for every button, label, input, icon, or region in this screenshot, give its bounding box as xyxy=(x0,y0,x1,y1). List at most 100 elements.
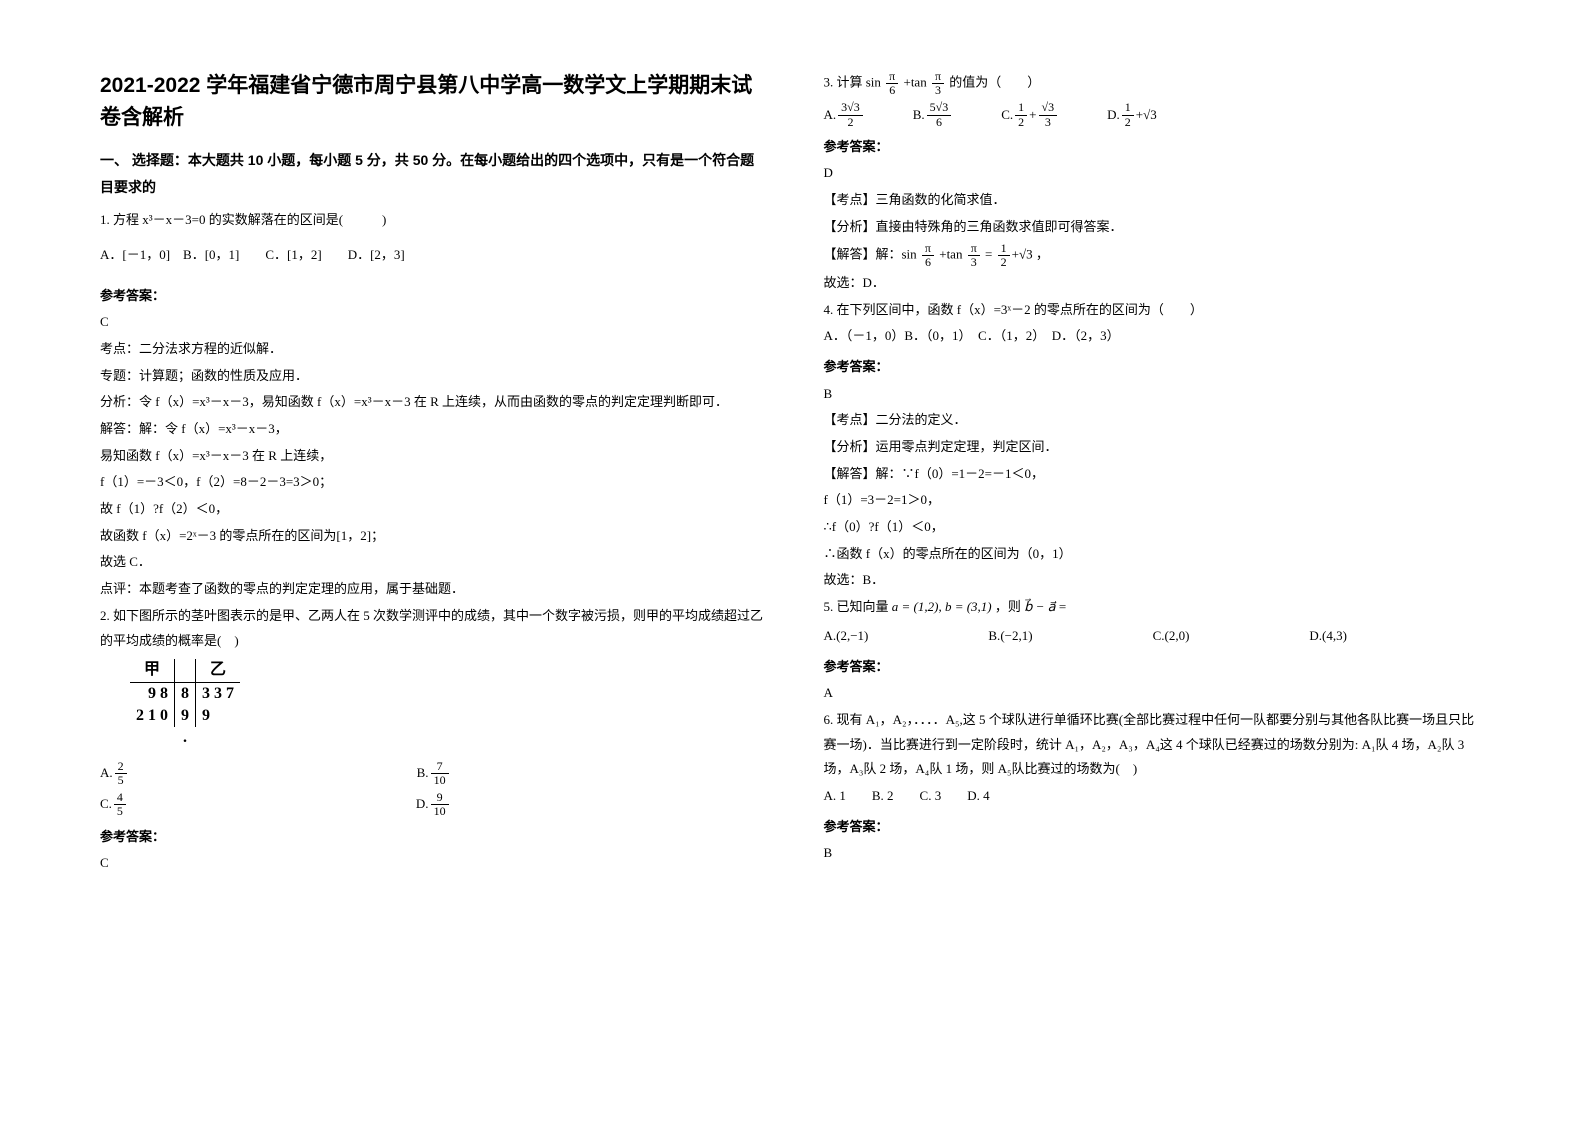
q2-optC-den: 5 xyxy=(114,805,126,818)
q4-l5: ∴函数 f（x）的零点所在的区间为（0，1） xyxy=(824,542,1488,567)
q3-An: 3√3 xyxy=(838,101,863,115)
q3-f1d: 6 xyxy=(886,84,898,97)
sl-r1-l: 2 1 0 xyxy=(130,705,175,727)
q3-solve-end: ， xyxy=(1036,246,1049,261)
q2-optD-den: 10 xyxy=(431,805,449,818)
q5-options: A. (2,−1) B. (−2,1) C. (2,0) D. (4,3) xyxy=(824,624,1488,649)
q6-answer-label: 参考答案： xyxy=(824,815,1488,840)
q2-options-row2: C. 45 D. 910 xyxy=(100,791,764,818)
q3-stem: 3. 计算 sin π6 +tan π3 的值为（ ） xyxy=(824,70,1488,97)
sl-r1-r: 9 xyxy=(196,705,241,727)
q4-l6: 故选：B． xyxy=(824,568,1488,593)
q4-stem: 4. 在下列区间中，函数 f（x）=3ˣ－2 的零点所在的区间为（ ） xyxy=(824,298,1488,323)
right-column: 3. 计算 sin π6 +tan π3 的值为（ ） A. 3√32 B. 5… xyxy=(824,70,1488,878)
q5-expr: b⃗ − a⃗ xyxy=(1024,599,1056,614)
section-1-heading: 一、 选择题：本大题共 10 小题，每小题 5 分，共 50 分。在每小题给出的… xyxy=(100,147,764,200)
q5-vec: a = (1,2), b = (3,1) xyxy=(892,599,992,614)
q4-l4: ∴f（0）?f（1）＜0， xyxy=(824,515,1488,540)
q5-D: (4,3) xyxy=(1322,624,1347,649)
q3-end: 故选：D． xyxy=(824,271,1488,296)
stem-leaf-plot: 甲 乙 9 8 8 3 3 7 2 1 0 9 9 . xyxy=(130,659,764,750)
q3-answer: D xyxy=(824,161,1488,186)
q3-f1n: π xyxy=(886,70,898,84)
q3-solve: 【解答】解：sin π6 +tan π3 = 12+√3 ， xyxy=(824,242,1488,269)
q4-answer-label: 参考答案： xyxy=(824,355,1488,380)
q2-stem: 2. 如下图所示的茎叶图表示的是甲、乙两人在 5 次数学测评中的成绩，其中一个数… xyxy=(100,604,764,653)
sl-r0-r: 3 3 7 xyxy=(196,682,241,705)
q1-line-9: 点评：本题考查了函数的零点的判定定理的应用，属于基础题． xyxy=(100,577,764,602)
q2-optA-den: 5 xyxy=(115,774,127,787)
q2-optA-num: 2 xyxy=(115,760,127,774)
q3-Ad: 2 xyxy=(838,116,863,129)
q3-Dd: 2 xyxy=(1122,116,1134,129)
q6-answer: B xyxy=(824,841,1488,866)
q3-f2n: π xyxy=(932,70,944,84)
q4-opts: A．（－1，0）B．（0，1） C．（1，2） D．（2，3） xyxy=(824,324,1488,349)
sl-r0-s: 8 xyxy=(175,682,196,705)
sl-r2-s: . xyxy=(175,727,196,749)
sl-r2-l xyxy=(130,727,175,749)
q2-answer-label: 参考答案： xyxy=(100,825,764,850)
q5-stem-post: = xyxy=(1059,599,1066,614)
q3-Dn: 1 xyxy=(1122,101,1134,115)
q1-line-5: f（1）=－3＜0，f（2）=8－2－3=3＞0； xyxy=(100,470,764,495)
sl-hdr-left: 甲 xyxy=(130,659,175,682)
q3-Dpost: +√3 xyxy=(1136,103,1157,128)
q5-stem: 5. 已知向量 a = (1,2), b = (3,1) ，则 b⃗ − a⃗ … xyxy=(824,595,1488,620)
q4-l1: 【分析】运用零点判定定理，判定区间． xyxy=(824,435,1488,460)
sl-hdr-right: 乙 xyxy=(196,659,241,682)
q3-C1n: 1 xyxy=(1015,101,1027,115)
q1-line-7: 故函数 f（x）=2ˣ－3 的零点所在的区间为[1，2]； xyxy=(100,524,764,549)
q1-line-6: 故 f（1）?f（2）＜0， xyxy=(100,497,764,522)
q3-l1: 【分析】直接由特殊角的三角函数求值即可得答案． xyxy=(824,215,1488,240)
q3-stem-mid: +tan xyxy=(903,75,926,90)
q2-optB-den: 10 xyxy=(431,774,449,787)
q3-stem-post: 的值为（ ） xyxy=(949,75,1040,90)
q3-answer-label: 参考答案： xyxy=(824,135,1488,160)
q1-line-1: 专题：计算题；函数的性质及应用． xyxy=(100,364,764,389)
q5-stem-pre: 5. 已知向量 xyxy=(824,599,889,614)
q3-l0: 【考点】三角函数的化简求值． xyxy=(824,188,1488,213)
left-column: 2021-2022 学年福建省宁德市周宁县第八中学高一数学文上学期期末试卷含解析… xyxy=(100,70,764,878)
q1-line-3: 解答：解：令 f（x）=x³－x－3， xyxy=(100,417,764,442)
q5-C: (2,0) xyxy=(1164,624,1189,649)
q3-C2n: √3 xyxy=(1039,101,1058,115)
q3-stem-pre: 3. 计算 sin xyxy=(824,75,881,90)
q2-answer: C xyxy=(100,851,764,876)
q1-line-0: 考点：二分法求方程的近似解． xyxy=(100,337,764,362)
q3-C1d: 2 xyxy=(1015,116,1027,129)
q4-l2: 【解答】解：∵f（0）=1－2=－1＜0， xyxy=(824,462,1488,487)
q3-solve-pre: 【解答】解：sin xyxy=(824,246,917,261)
doc-title: 2021-2022 学年福建省宁德市周宁县第八中学高一数学文上学期期末试卷含解析 xyxy=(100,70,764,133)
q3-f2d: 3 xyxy=(932,84,944,97)
q3-solve-eq: = xyxy=(985,246,992,261)
q1-answer: C xyxy=(100,310,764,335)
q3-options: A. 3√32 B. 5√36 C. 12+√33 D. 12+√3 xyxy=(824,101,1488,128)
q1-line-2: 分析：令 f（x）=x³－x－3，易知函数 f（x）=x³－x－3 在 R 上连… xyxy=(100,390,764,415)
q3-solve-mid1: +tan xyxy=(939,246,962,261)
q1-answer-label: 参考答案： xyxy=(100,284,764,309)
q6-opts: A. 1 B. 2 C. 3 D. 4 xyxy=(824,784,1488,809)
q2-optC-num: 4 xyxy=(114,791,126,805)
q5-stem-mid: ，则 xyxy=(995,599,1021,614)
sl-r1-s: 9 xyxy=(175,705,196,727)
sl-r2-r xyxy=(196,727,241,749)
q2-optD-num: 9 xyxy=(431,791,449,805)
q1-stem: 1. 方程 x³－x－3=0 的实数解落在的区间是( ) xyxy=(100,208,764,233)
q1-line-4: 易知函数 f（x）=x³－x－3 在 R 上连续， xyxy=(100,444,764,469)
q3-Cmid: + xyxy=(1029,103,1036,128)
q2-optB-num: 7 xyxy=(431,760,449,774)
q4-answer: B xyxy=(824,382,1488,407)
q5-B: (−2,1) xyxy=(1000,624,1032,649)
q2-options-row1: A. 25 B. 710 xyxy=(100,760,764,787)
q4-l3: f（1）=3－2=1＞0， xyxy=(824,488,1488,513)
q5-answer: A xyxy=(824,681,1488,706)
q4-l0: 【考点】二分法的定义． xyxy=(824,408,1488,433)
q6-l0: 6. 现有 A₁，A₂，．．．．A₅,这 5 个球队进行单循环比赛(全部比赛过程… xyxy=(824,708,1488,782)
q3-C2d: 3 xyxy=(1039,116,1058,129)
q1-options: A．[－1，0] B．[0，1] C．[1，2] D．[2，3] xyxy=(100,243,764,268)
q5-answer-label: 参考答案： xyxy=(824,655,1488,680)
q3-Bd: 6 xyxy=(927,116,952,129)
q5-A: (2,−1) xyxy=(836,624,868,649)
sl-r0-l: 9 8 xyxy=(130,682,175,705)
